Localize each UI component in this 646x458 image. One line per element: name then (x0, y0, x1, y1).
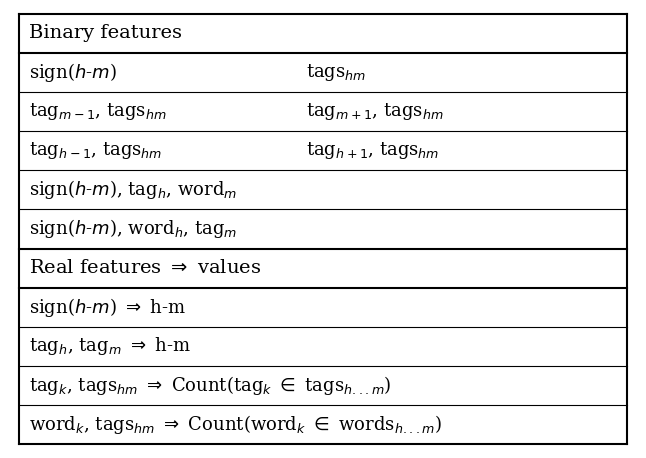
Text: tag$_{h-1}$, tags$_{hm}$: tag$_{h-1}$, tags$_{hm}$ (29, 140, 162, 161)
Text: sign($h$-$m$), word$_h$, tag$_m$: sign($h$-$m$), word$_h$, tag$_m$ (29, 218, 237, 240)
Text: tag$_k$, tags$_{hm}$ $\Rightarrow$ Count(tag$_k$ $\in$ tags$_{h...m}$): tag$_k$, tags$_{hm}$ $\Rightarrow$ Count… (29, 374, 391, 397)
Text: Binary features: Binary features (29, 24, 182, 42)
Text: tag$_{m+1}$, tags$_{hm}$: tag$_{m+1}$, tags$_{hm}$ (306, 101, 443, 122)
Text: sign($h$-$m$), tag$_h$, word$_m$: sign($h$-$m$), tag$_h$, word$_m$ (29, 178, 237, 202)
Text: tag$_{h+1}$, tags$_{hm}$: tag$_{h+1}$, tags$_{hm}$ (306, 140, 439, 161)
Text: word$_k$, tags$_{hm}$ $\Rightarrow$ Count(word$_k$ $\in$ words$_{h...m}$): word$_k$, tags$_{hm}$ $\Rightarrow$ Coun… (29, 413, 442, 436)
Text: tags$_{hm}$: tags$_{hm}$ (306, 62, 366, 83)
Text: tag$_h$, tag$_m$ $\Rightarrow$ h-m: tag$_h$, tag$_m$ $\Rightarrow$ h-m (29, 335, 191, 357)
Text: Real features $\Rightarrow$ values: Real features $\Rightarrow$ values (29, 259, 262, 277)
Text: sign($h$-$m$): sign($h$-$m$) (29, 61, 117, 84)
Text: tag$_{m-1}$, tags$_{hm}$: tag$_{m-1}$, tags$_{hm}$ (29, 101, 167, 122)
Text: sign($h$-$m$) $\Rightarrow$ h-m: sign($h$-$m$) $\Rightarrow$ h-m (29, 296, 186, 319)
